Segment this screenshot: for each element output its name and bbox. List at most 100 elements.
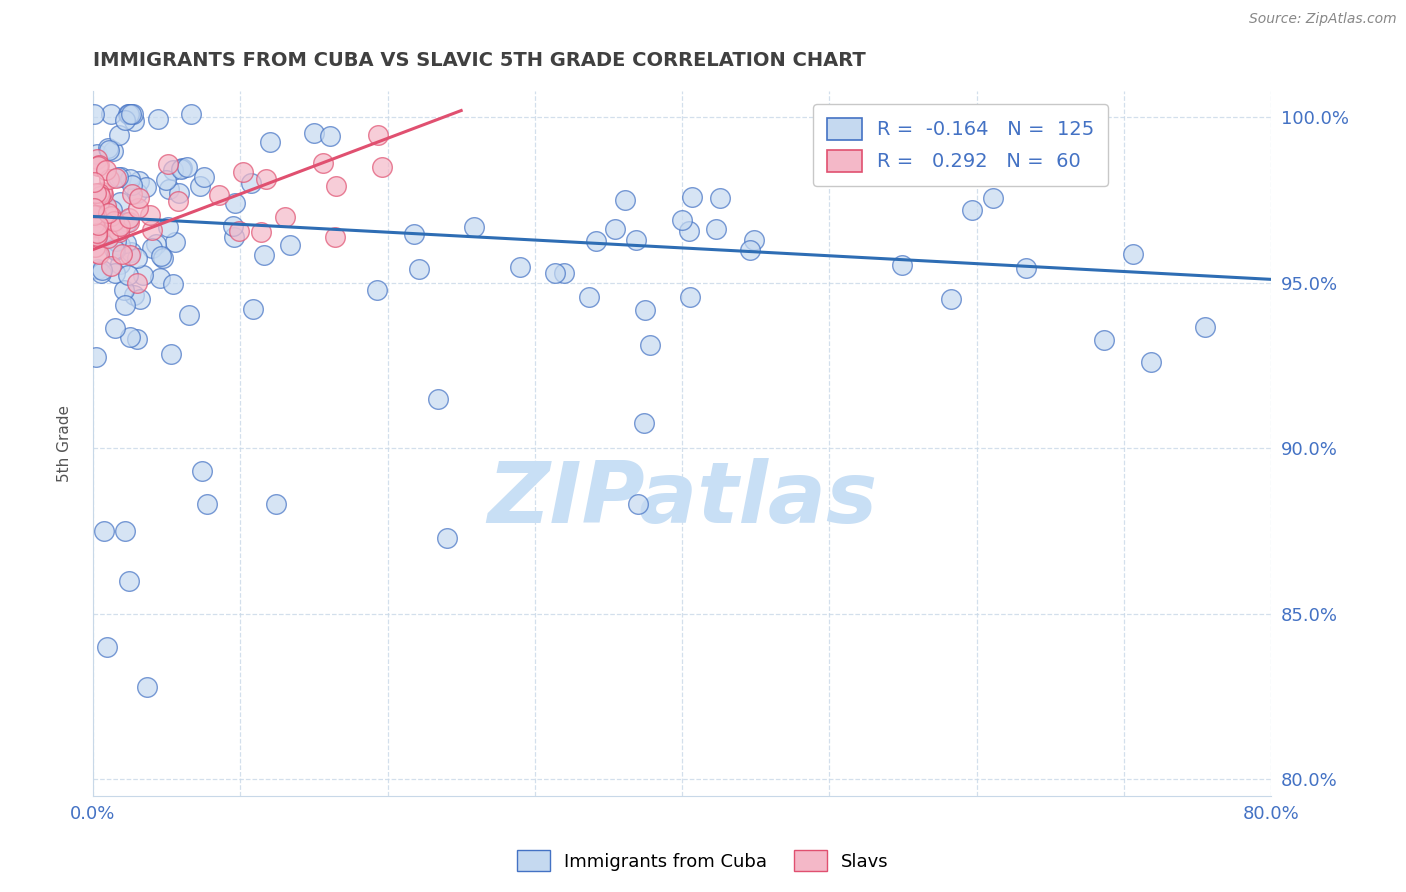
Point xyxy=(141,223,163,237)
Point xyxy=(94,210,117,224)
Point xyxy=(117,268,139,282)
Point xyxy=(117,107,139,121)
Point xyxy=(125,186,148,201)
Point xyxy=(427,392,450,406)
Point xyxy=(83,218,105,232)
Point xyxy=(152,252,174,266)
Point xyxy=(86,227,108,241)
Point xyxy=(266,498,288,512)
Point xyxy=(125,332,148,346)
Point xyxy=(128,174,150,188)
Point xyxy=(249,225,271,239)
Point xyxy=(136,680,159,694)
Point xyxy=(273,210,295,224)
Point xyxy=(180,107,202,121)
Point xyxy=(177,308,200,322)
Point xyxy=(86,245,108,260)
Point xyxy=(544,266,567,280)
Point xyxy=(145,237,167,252)
Point xyxy=(94,162,117,177)
Point xyxy=(634,302,657,317)
Point xyxy=(141,242,163,256)
Point xyxy=(86,227,108,242)
Point xyxy=(366,283,388,297)
Point xyxy=(114,113,136,128)
Point xyxy=(678,224,700,238)
Text: Source: ZipAtlas.com: Source: ZipAtlas.com xyxy=(1249,12,1396,26)
Point xyxy=(709,191,731,205)
Point xyxy=(627,498,650,512)
Point xyxy=(671,212,693,227)
Point xyxy=(125,251,148,265)
Point xyxy=(114,298,136,312)
Point xyxy=(103,214,125,228)
Point xyxy=(118,211,141,226)
Point xyxy=(890,258,912,272)
Point xyxy=(90,193,112,207)
Point xyxy=(135,180,157,194)
Point xyxy=(121,187,143,202)
Point xyxy=(83,175,105,189)
Point xyxy=(87,218,110,232)
Point xyxy=(83,201,105,215)
Point xyxy=(463,220,485,235)
Point xyxy=(404,227,426,241)
Point xyxy=(128,292,150,306)
Point xyxy=(1194,320,1216,334)
Point xyxy=(740,244,762,258)
Point xyxy=(87,214,110,228)
Point xyxy=(156,220,179,235)
Point xyxy=(259,135,281,149)
Point xyxy=(1122,247,1144,261)
Point xyxy=(108,219,131,234)
Point xyxy=(941,292,963,306)
Point xyxy=(93,227,115,242)
Point xyxy=(633,416,655,430)
Point xyxy=(121,178,143,193)
Point xyxy=(84,350,107,364)
Point xyxy=(436,531,458,545)
Point xyxy=(704,222,727,236)
Point xyxy=(318,128,340,143)
Point xyxy=(83,107,105,121)
Point xyxy=(87,159,110,173)
Point xyxy=(104,266,127,280)
Point xyxy=(224,195,246,210)
Point xyxy=(83,211,105,226)
Point xyxy=(678,289,700,303)
Point xyxy=(90,267,112,281)
Point xyxy=(162,163,184,178)
Point xyxy=(107,128,129,143)
Point xyxy=(640,338,662,352)
Point xyxy=(105,234,128,248)
Point xyxy=(221,219,243,233)
Point xyxy=(86,153,108,167)
Point xyxy=(208,187,231,202)
Point xyxy=(89,196,111,211)
Point xyxy=(149,271,172,285)
Point xyxy=(122,288,145,302)
Point xyxy=(578,290,600,304)
Point xyxy=(110,238,132,252)
Point xyxy=(86,261,108,276)
Point xyxy=(101,145,124,159)
Point xyxy=(114,235,136,250)
Point xyxy=(98,219,121,233)
Point xyxy=(86,229,108,244)
Point xyxy=(120,248,142,262)
Point xyxy=(197,498,219,512)
Point xyxy=(127,201,149,215)
Point xyxy=(86,227,108,241)
Point xyxy=(118,172,141,186)
Point xyxy=(105,223,128,237)
Point xyxy=(120,107,142,121)
Point xyxy=(97,206,120,220)
Point xyxy=(172,161,194,175)
Point xyxy=(371,160,394,174)
Point xyxy=(553,266,575,280)
Point xyxy=(962,202,984,217)
Point xyxy=(110,256,132,270)
Point xyxy=(98,172,121,186)
Point xyxy=(146,112,169,126)
Point xyxy=(509,260,531,274)
